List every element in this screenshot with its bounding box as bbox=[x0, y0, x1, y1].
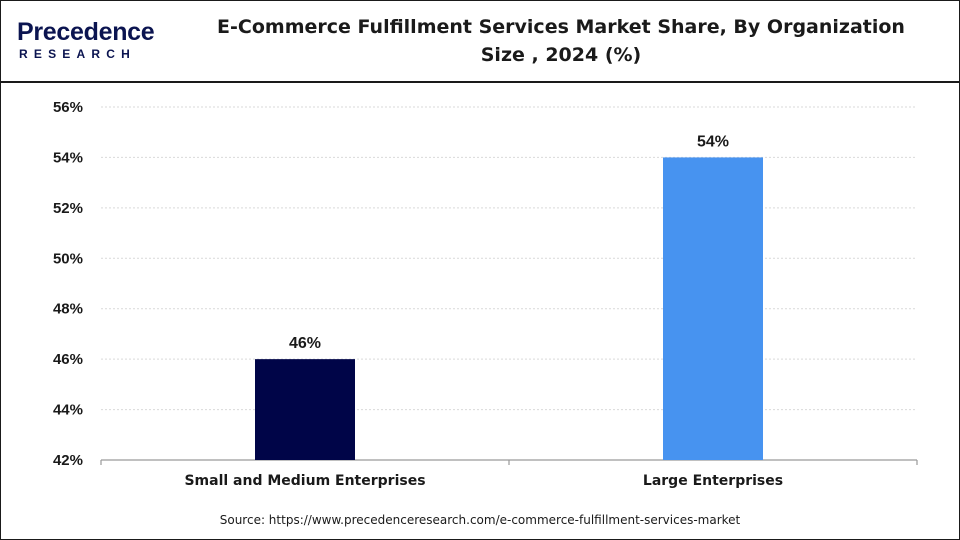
brand-logo: Precedence RESEARCH bbox=[17, 19, 167, 63]
y-tick-label: 56% bbox=[53, 99, 83, 116]
logo-subtitle: RESEARCH bbox=[19, 47, 136, 61]
gridlines bbox=[101, 106, 917, 411]
bar-value-label: 54% bbox=[697, 133, 729, 150]
y-tick-label: 48% bbox=[53, 301, 83, 318]
bar-value-label: 46% bbox=[289, 335, 321, 352]
logo-wordmark: Precedence bbox=[17, 18, 155, 46]
y-tick-label: 42% bbox=[53, 452, 83, 469]
y-axis-ticks: 42% 44% 46% 48% 50% 52% 54% 56% bbox=[53, 99, 83, 469]
x-axis-ticks bbox=[100, 460, 918, 465]
source-note: Source: https://www.precedenceresearch.c… bbox=[219, 513, 741, 527]
y-tick-label: 44% bbox=[53, 402, 83, 419]
category-labels: Small and Medium Enterprises Large Enterp… bbox=[184, 473, 783, 489]
data-labels: 46% 54% bbox=[289, 133, 729, 352]
y-tick-label: 54% bbox=[53, 149, 83, 166]
y-tick-label: 50% bbox=[53, 250, 83, 267]
category-label: Large Enterprises bbox=[643, 473, 783, 489]
y-tick-label: 46% bbox=[53, 351, 83, 368]
y-tick-label: 52% bbox=[53, 200, 83, 217]
bar bbox=[255, 359, 355, 460]
bar bbox=[663, 157, 763, 460]
chart-title: E-Commerce Fulfillment Services Market S… bbox=[217, 16, 905, 66]
bars bbox=[255, 157, 763, 460]
bar-chart: 42% 44% 46% 48% 50% 52% 54% 56% 46% 54% Small an… bbox=[53, 99, 918, 489]
category-label: Small and Medium Enterprises bbox=[184, 473, 425, 489]
header: Precedence RESEARCH E-Commerce Fulfillme… bbox=[1, 1, 959, 83]
